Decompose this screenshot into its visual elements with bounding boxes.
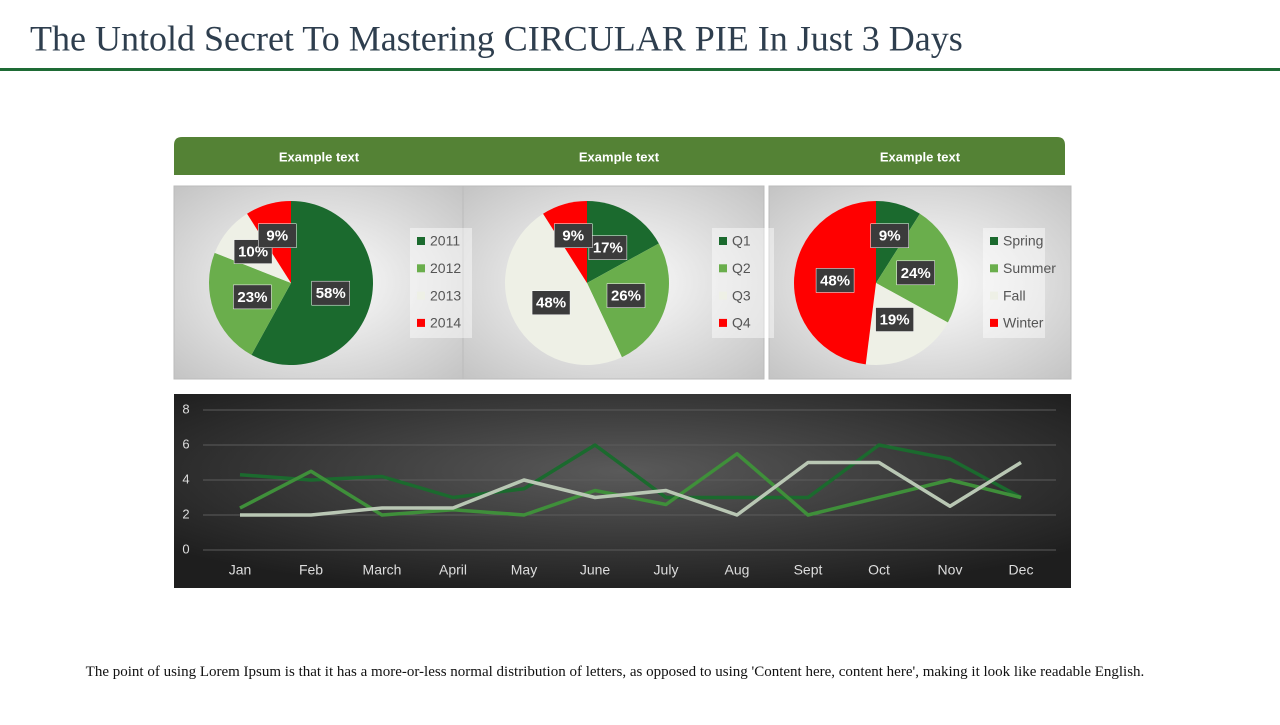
data-label: 23%: [237, 289, 267, 306]
data-label-box: [815, 268, 855, 293]
header-label: Example text: [880, 149, 961, 164]
legend-label: 2012: [430, 260, 461, 276]
x-tick-label: May: [511, 562, 537, 578]
legend-swatch: [417, 264, 425, 273]
title: The Untold Secret To Mastering CIRCULAR …: [30, 18, 963, 58]
footer-text: The point of using Lorem Ipsum is that i…: [85, 664, 1145, 680]
data-label: 9%: [879, 228, 901, 245]
x-tick-label: April: [439, 562, 467, 578]
x-tick-label: Nov: [938, 562, 963, 578]
data-label-box: [588, 235, 628, 260]
header-label: Example text: [579, 149, 660, 164]
legend-label: Fall: [1003, 287, 1026, 303]
line-series: [239, 443, 1022, 500]
data-label-box: [875, 307, 914, 332]
y-tick-label: 6: [182, 436, 189, 451]
header-label: Example text: [279, 149, 360, 164]
legend-label: Q2: [732, 260, 751, 276]
line-panel: [174, 394, 1071, 588]
x-tick-label: Feb: [299, 562, 323, 578]
legend-label: Spring: [1003, 233, 1043, 249]
legend-label: 2014: [430, 315, 461, 331]
header-band: [174, 137, 1065, 175]
legend-label: Q4: [732, 315, 751, 331]
pie-slice: [504, 213, 622, 366]
x-tick-label: Jan: [229, 562, 252, 578]
data-label-box: [233, 284, 272, 310]
data-label: 58%: [316, 285, 346, 302]
legend-label: Q1: [732, 233, 751, 249]
legend-swatch: [417, 318, 425, 327]
legend-swatch: [990, 291, 998, 300]
y-tick-label: 8: [182, 401, 189, 416]
legend-swatch: [719, 318, 727, 327]
y-tick-label: 2: [182, 506, 189, 521]
data-label-box: [896, 260, 935, 286]
legend-swatch: [417, 237, 425, 245]
title-rule: [0, 68, 1280, 71]
data-label-box: [606, 283, 646, 308]
y-tick-label: 4: [182, 471, 189, 486]
legend-swatch: [417, 291, 425, 300]
legend-swatch: [990, 318, 998, 327]
x-tick-label: June: [580, 562, 611, 578]
legend-label: 2011: [430, 233, 460, 249]
data-label: 9%: [266, 228, 288, 245]
data-label: 9%: [562, 228, 584, 245]
legend-label: Winter: [1003, 315, 1044, 331]
legend-swatch: [719, 264, 727, 273]
legend-swatch: [990, 264, 998, 273]
data-label: 48%: [820, 272, 850, 289]
x-tick-label: Dec: [1009, 562, 1034, 578]
data-label-box: [870, 223, 909, 249]
data-label: 17%: [593, 240, 623, 257]
legend-label: Summer: [1003, 260, 1056, 276]
x-tick-label: Aug: [725, 562, 750, 578]
legend-swatch: [719, 237, 727, 245]
data-label-box: [311, 280, 350, 306]
data-label: 26%: [611, 288, 641, 305]
y-tick-label: 0: [182, 541, 189, 556]
data-label-box: [258, 223, 297, 249]
data-label-box: [554, 223, 593, 249]
x-tick-label: Sept: [794, 562, 823, 578]
data-label: 48%: [536, 295, 566, 312]
data-label: 19%: [880, 312, 910, 329]
legend-label: Q3: [732, 287, 751, 303]
x-tick-label: Oct: [868, 562, 890, 578]
line-series: [240, 460, 1022, 517]
x-tick-label: July: [654, 562, 679, 578]
data-label-box: [531, 290, 571, 316]
data-label: 24%: [901, 265, 931, 282]
legend-label: 2013: [430, 287, 461, 303]
x-tick-label: March: [363, 562, 402, 578]
legend-swatch: [719, 291, 727, 300]
legend-swatch: [990, 237, 998, 245]
